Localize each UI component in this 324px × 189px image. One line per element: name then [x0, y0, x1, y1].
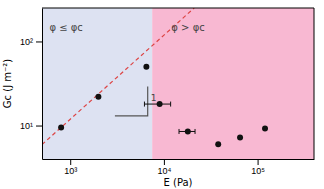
error-bar [144, 102, 145, 107]
axis-line [42, 9, 43, 160]
x-axis-title: E (Pa) [163, 177, 192, 188]
annotation: φ > φc [171, 22, 204, 33]
tick-mark [258, 159, 259, 165]
x-axis: 10³ 10⁴ 10⁵ [43, 159, 315, 176]
line [115, 87, 148, 116]
axis-line [43, 159, 315, 160]
tick-label: 10³ [64, 166, 77, 176]
chart: 10³ 10⁴ 10⁵ 10¹ 10² E (Pa) Gc (J m⁻²) φ ≤ φc φ >… [0, 0, 324, 189]
tick-label: 10⁴ [157, 166, 171, 176]
point [157, 101, 163, 107]
region [152, 8, 314, 159]
annotation: φ ≤ φc [49, 22, 82, 33]
y-axis: 10¹ 10² [20, 9, 43, 160]
tick: 10² [20, 37, 42, 47]
point [185, 128, 191, 134]
point [215, 141, 221, 147]
tick-label: 10⁵ [251, 166, 265, 176]
tick-mark [36, 126, 42, 127]
point [237, 135, 243, 141]
point [262, 126, 268, 132]
tick: 10¹ [20, 121, 42, 131]
error-bar [179, 129, 195, 134]
tick-mark [70, 159, 71, 165]
frame [42, 8, 314, 9]
tick-label: 10² [20, 37, 33, 47]
error-bar [195, 129, 196, 134]
plot-area [42, 8, 314, 159]
tick-mark [164, 159, 165, 165]
error-bar [144, 102, 170, 107]
y-axis-title: Gc (J m⁻²) [2, 59, 13, 108]
region [42, 8, 152, 159]
tick: 10⁴ [157, 159, 171, 176]
frame [314, 8, 315, 159]
tick: 10⁵ [251, 159, 265, 176]
tick: 10³ [64, 159, 77, 176]
error-bar [170, 102, 171, 107]
error-bar [179, 129, 180, 134]
tick-mark [36, 41, 42, 42]
annotation: 1 [151, 93, 157, 103]
point [58, 124, 64, 130]
point [143, 64, 149, 70]
point [95, 94, 101, 100]
tick-label: 10¹ [20, 121, 33, 131]
